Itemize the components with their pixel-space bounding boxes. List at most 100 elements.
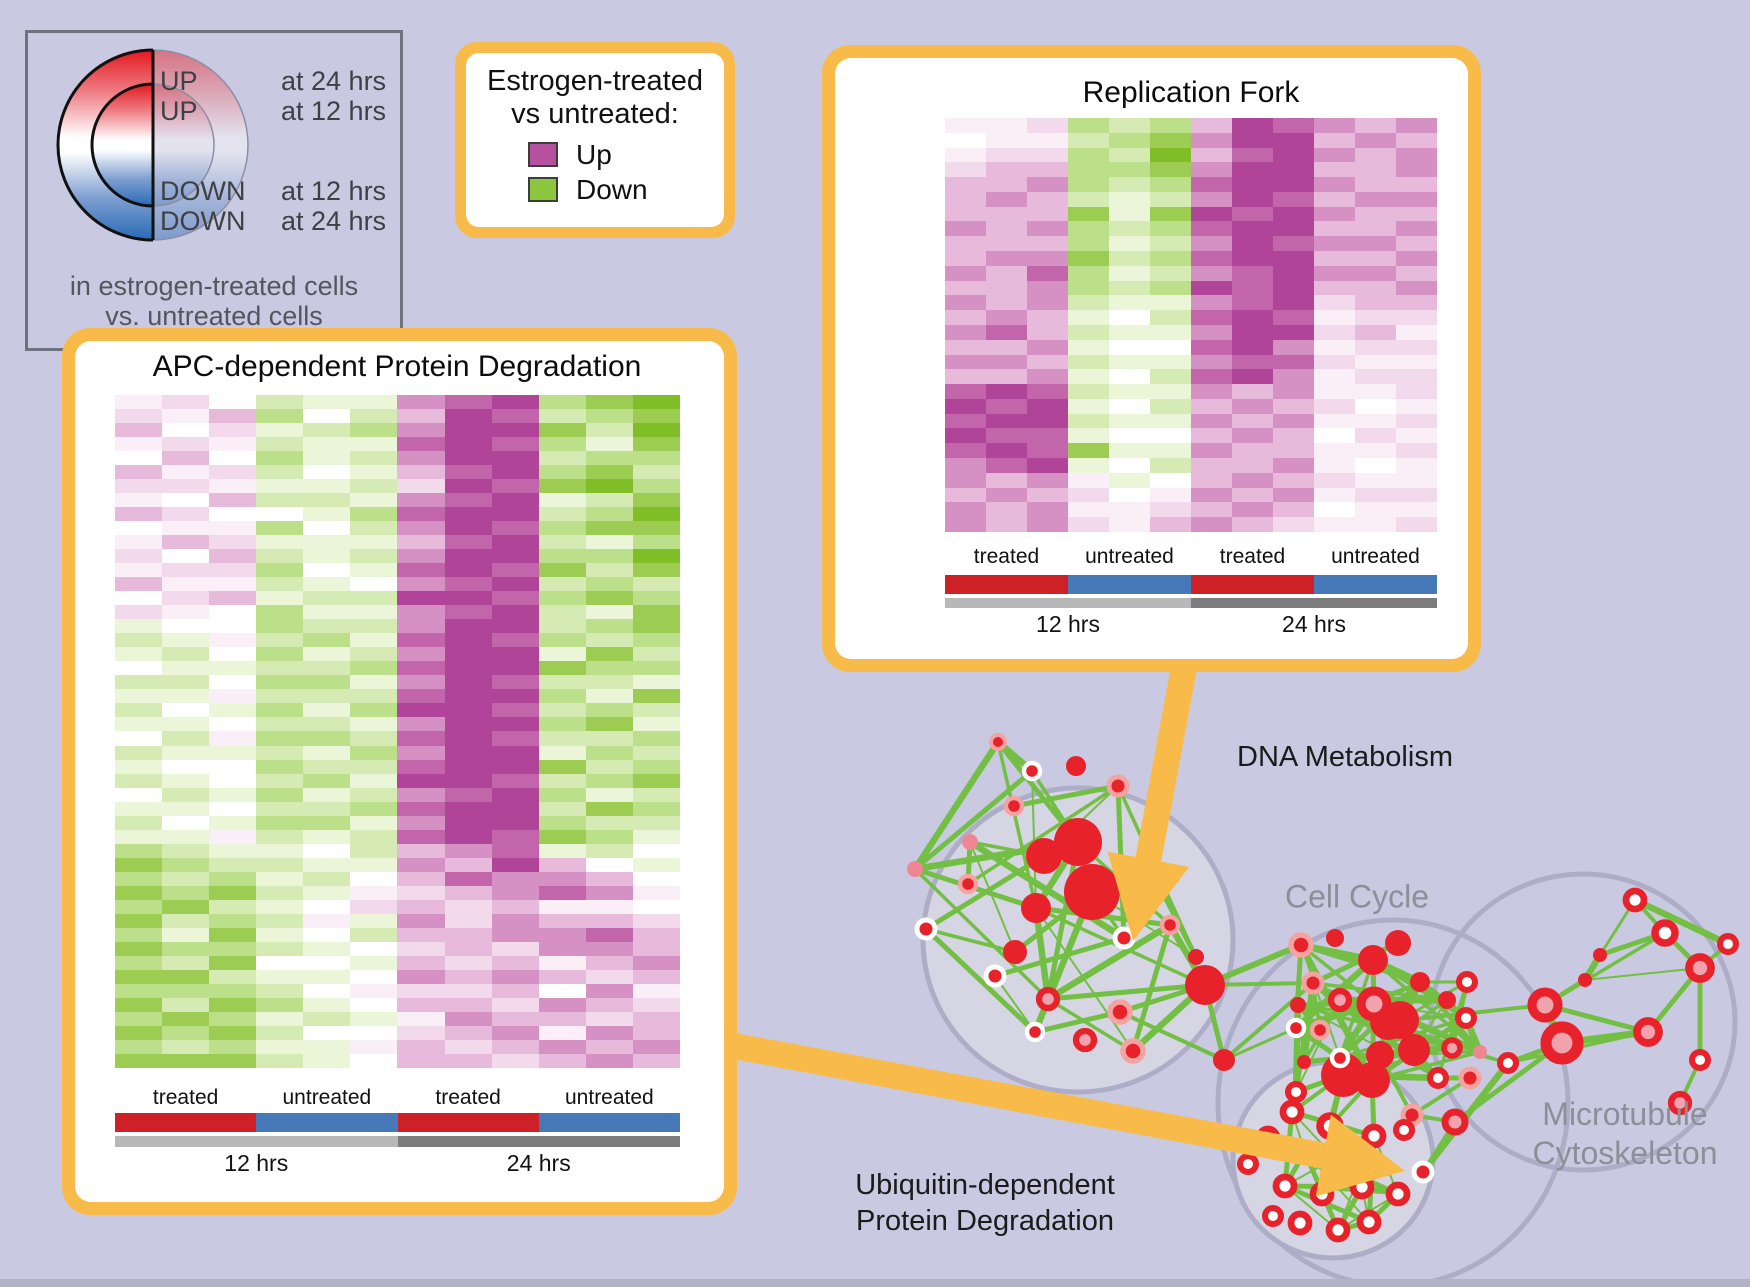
heatmap-cell — [444, 549, 492, 564]
network-edge — [1299, 943, 1376, 1006]
heatmap-cell — [585, 507, 633, 522]
heatmap-cell — [945, 118, 986, 133]
network-edge — [1297, 1004, 1305, 1063]
heatmap-cell — [1150, 310, 1191, 325]
heatmap-cell — [585, 437, 633, 452]
network-edge — [1698, 942, 1730, 970]
heatmap-cell — [1232, 191, 1273, 207]
heatmap-cell — [303, 815, 351, 830]
heatmap-cell — [491, 899, 539, 914]
heatmap-cell — [444, 899, 492, 914]
heatmap-cell — [350, 745, 398, 760]
heatmap-cell — [397, 549, 445, 564]
network-edge — [1633, 898, 1667, 935]
heatmap-cell — [397, 619, 445, 634]
heatmap-cell — [444, 451, 492, 466]
heatmap-cell — [303, 913, 351, 928]
heatmap-cell — [1109, 413, 1150, 429]
heatmap-cell — [350, 969, 398, 984]
cluster-label-ub: Ubiquitin-dependent Protein Degradation — [855, 1169, 1115, 1237]
heatmap-cell — [1232, 251, 1273, 266]
heatmap-cell — [1355, 132, 1396, 148]
network-edge — [1663, 931, 1702, 970]
network-edge — [1598, 899, 1637, 956]
heatmap-cell — [1191, 162, 1232, 178]
heatmap-cell — [1355, 428, 1396, 444]
heatmap-cell — [538, 465, 586, 480]
heatmap-cell — [1232, 458, 1273, 473]
network-edge — [1300, 944, 1341, 1059]
heatmap-cell — [1396, 413, 1437, 429]
heatmap-cell — [1314, 191, 1355, 207]
heatmap-cell — [350, 843, 398, 858]
heatmap-cell — [632, 717, 680, 732]
heatmap-cell — [632, 493, 680, 508]
network-node — [1325, 1217, 1351, 1243]
network-edge — [1387, 1017, 1401, 1025]
heatmap-cell — [1273, 472, 1314, 488]
heatmap-cell — [1355, 147, 1396, 163]
heatmap-cell — [303, 801, 351, 816]
heatmap-cell — [256, 815, 304, 830]
heatmap-cell — [350, 521, 398, 536]
heatmap-cell — [1150, 265, 1191, 281]
network-edge — [1300, 941, 1374, 964]
heatmap-cell — [986, 472, 1027, 488]
heatmap-cell — [115, 493, 163, 508]
heatmap-cell — [538, 661, 586, 676]
heatmap-cell — [1355, 265, 1396, 281]
network-edge — [1116, 785, 1198, 958]
heatmap-cell — [256, 479, 304, 494]
heatmap-cell — [1150, 118, 1191, 133]
heatmap-cell — [538, 423, 586, 438]
heatmap-cell — [986, 236, 1027, 252]
network-node — [1054, 818, 1102, 866]
heatmap-cell — [162, 577, 210, 592]
heatmap-cell — [209, 563, 257, 578]
heatmap-cell — [350, 1053, 398, 1068]
heatmap-cell — [1273, 191, 1314, 207]
heatmap-cell — [538, 493, 586, 508]
heatmap-cell — [444, 829, 492, 844]
heatmap-cell — [538, 703, 586, 718]
network-edge — [1436, 981, 1469, 1079]
network-node — [1316, 1112, 1344, 1140]
network-edge — [1338, 980, 1422, 1060]
heatmap-cell — [1355, 221, 1396, 237]
heatmap-cell — [585, 661, 633, 676]
heatmap-cell — [1355, 443, 1396, 459]
heatmap-cell — [986, 502, 1027, 518]
heatmap-cell — [1109, 324, 1150, 340]
heatmap-cell — [303, 745, 351, 760]
network-edge — [1421, 1120, 1457, 1174]
heatmap-cell — [945, 472, 986, 488]
heatmap-cell — [1232, 221, 1273, 237]
heatmap-cell — [397, 1053, 445, 1068]
network-node — [1021, 893, 1051, 923]
network-edge — [1291, 1111, 1306, 1153]
network-edge — [1646, 966, 1702, 1034]
heatmap-cell — [632, 661, 680, 676]
heatmap-cell — [115, 647, 163, 662]
heatmap-cell — [397, 437, 445, 452]
heatmap-cell — [350, 689, 398, 704]
heatmap-cell — [256, 535, 304, 550]
heatmap-cell — [209, 941, 257, 956]
network-edge — [1284, 1185, 1399, 1195]
heatmap-cell — [1068, 132, 1109, 148]
key-time: at 12 hrs — [281, 176, 387, 206]
heatmap-cell — [397, 745, 445, 760]
network-edge — [1312, 982, 1401, 1021]
heatmap-cell — [1355, 206, 1396, 222]
network-edge — [1295, 1072, 1344, 1095]
network-edge — [1304, 1133, 1375, 1155]
heatmap-cell — [209, 451, 257, 466]
network-edge — [925, 927, 1016, 954]
heatmap-cell — [1396, 118, 1437, 133]
heatmap-cell — [115, 577, 163, 592]
heatmap-cell — [444, 983, 492, 998]
network-node — [1651, 919, 1679, 947]
network-node — [1035, 986, 1061, 1012]
heatmap-cell — [1314, 354, 1355, 370]
heatmap-cell — [162, 801, 210, 816]
